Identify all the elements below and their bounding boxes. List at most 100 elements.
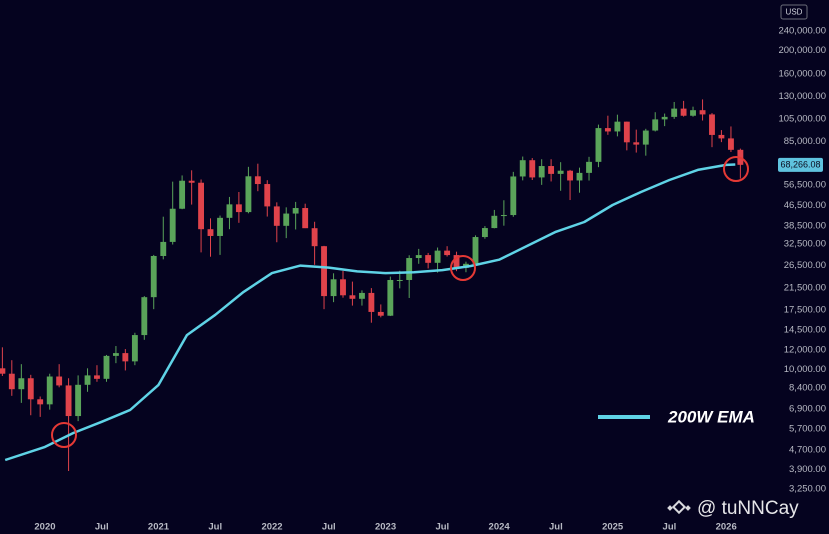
y-tick-label: 21,500.00 bbox=[784, 282, 826, 293]
candle-body bbox=[434, 250, 441, 263]
candle-body bbox=[8, 373, 15, 390]
candle-body bbox=[718, 134, 725, 139]
candle-body bbox=[207, 229, 214, 236]
x-tick-label: Jul bbox=[95, 522, 109, 533]
y-tick-label: 38,500.00 bbox=[784, 220, 826, 231]
candle-body bbox=[122, 353, 129, 362]
candle-body bbox=[671, 108, 678, 117]
candle-body bbox=[557, 170, 564, 174]
y-tick-label: 130,000.00 bbox=[778, 91, 826, 102]
candle-body bbox=[103, 355, 110, 379]
y-tick-label: 10,000.00 bbox=[784, 364, 826, 375]
legend-label: 200W EMA bbox=[667, 407, 755, 426]
candle-body bbox=[0, 368, 6, 374]
x-tick-label: 2021 bbox=[148, 522, 170, 533]
candle-body bbox=[254, 176, 261, 185]
candle-body bbox=[84, 375, 91, 385]
y-tick-label: 3,900.00 bbox=[789, 464, 826, 475]
y-tick-label: 12,000.00 bbox=[784, 344, 826, 355]
candle-body bbox=[415, 255, 422, 259]
y-tick-label: 85,000.00 bbox=[784, 136, 826, 147]
candle-body bbox=[18, 378, 25, 390]
candle-body bbox=[661, 116, 668, 120]
candle-body bbox=[519, 160, 526, 177]
candle-body bbox=[586, 161, 592, 173]
candle-body bbox=[623, 121, 630, 143]
y-tick-label: 8,400.00 bbox=[789, 382, 826, 393]
candle-body bbox=[529, 160, 536, 178]
candle-body bbox=[217, 217, 223, 236]
candle-body bbox=[112, 353, 119, 356]
candle-body bbox=[538, 166, 545, 178]
x-tick-label: 2025 bbox=[602, 522, 624, 533]
x-tick-label: 2026 bbox=[716, 522, 737, 533]
candle-body bbox=[614, 121, 621, 132]
x-tick-label: 2024 bbox=[489, 522, 511, 533]
candle-body bbox=[444, 250, 451, 256]
candle-body bbox=[406, 258, 413, 280]
candle-body bbox=[396, 279, 403, 281]
x-tick-label: Jul bbox=[663, 522, 677, 533]
candle-body bbox=[302, 208, 309, 229]
y-tick-label: 32,500.00 bbox=[784, 238, 826, 249]
candle-body bbox=[349, 295, 356, 299]
x-tick-label: Jul bbox=[322, 522, 336, 533]
y-tick-label: 4,700.00 bbox=[789, 444, 826, 455]
y-tick-label: 26,500.00 bbox=[784, 260, 826, 271]
candle-body bbox=[188, 180, 195, 183]
currency-box bbox=[780, 4, 808, 20]
y-tick-label: 3,250.00 bbox=[789, 484, 826, 495]
candle-body bbox=[633, 142, 640, 145]
candle-body bbox=[235, 204, 242, 213]
candle-body bbox=[340, 279, 346, 296]
y-tick-label: 6,900.00 bbox=[789, 403, 826, 414]
y-tick-label: 56,500.00 bbox=[784, 179, 826, 190]
candle-body bbox=[37, 399, 44, 405]
candle-body bbox=[699, 110, 706, 115]
y-tick-label: 5,700.00 bbox=[789, 424, 826, 435]
y-tick-label: 46,500.00 bbox=[784, 200, 826, 211]
watermark: @ tuNNCay bbox=[697, 498, 799, 519]
candle-body bbox=[728, 138, 734, 150]
last-price-label: 68,266.08 bbox=[780, 160, 820, 170]
candle-body bbox=[481, 228, 488, 238]
candle-body bbox=[500, 215, 507, 217]
y-tick-label: 160,000.00 bbox=[778, 69, 826, 80]
candle-body bbox=[198, 182, 205, 230]
x-tick-label: 2023 bbox=[375, 522, 396, 533]
candle-body bbox=[510, 176, 517, 216]
highlight-circle bbox=[450, 255, 476, 281]
candle-body bbox=[652, 119, 659, 131]
candle-body bbox=[359, 292, 365, 299]
watermark-logo bbox=[667, 499, 691, 515]
candle-body bbox=[273, 206, 280, 226]
candle-body bbox=[169, 208, 176, 242]
candle-body bbox=[642, 130, 649, 145]
ema-line bbox=[4, 163, 736, 462]
candle-body bbox=[595, 128, 602, 162]
candle-body bbox=[160, 241, 167, 256]
candle-body bbox=[179, 180, 186, 209]
last-price-box bbox=[778, 157, 823, 172]
candle-body bbox=[226, 204, 233, 218]
candle-body bbox=[94, 375, 100, 379]
candle-body bbox=[453, 255, 460, 268]
candle-body bbox=[131, 335, 138, 362]
x-tick-label: 2022 bbox=[261, 522, 282, 533]
x-tick-label: 2020 bbox=[34, 522, 55, 533]
highlight-circle bbox=[723, 156, 749, 182]
candle-body bbox=[548, 166, 555, 174]
y-tick-label: 105,000.00 bbox=[778, 114, 826, 125]
candle-body bbox=[150, 255, 157, 298]
x-tick-label: Jul bbox=[549, 522, 563, 533]
candle-body bbox=[604, 128, 611, 132]
highlight-circle bbox=[51, 422, 77, 448]
candle-body bbox=[567, 170, 573, 181]
candle-body bbox=[576, 172, 583, 181]
candle-body bbox=[46, 376, 53, 405]
candle-body bbox=[377, 311, 384, 316]
candle-body bbox=[75, 384, 82, 417]
